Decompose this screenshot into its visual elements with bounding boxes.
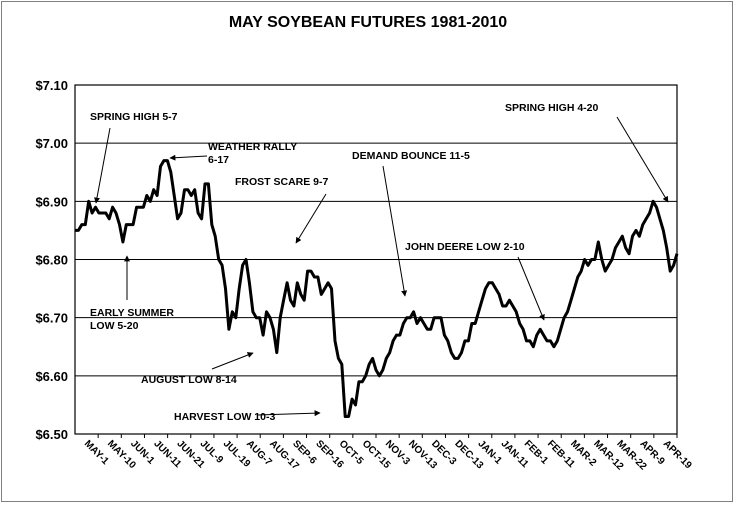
series-line xyxy=(75,159,679,418)
annotation-arrow xyxy=(256,410,321,417)
annotation-line: JOHN DEERE LOW 2-10 xyxy=(405,241,525,253)
x-axis-ticks: MAY-1MAY-10JUN-1JUN-11JUN-21JUL-9JUL-19A… xyxy=(82,434,694,473)
annotation-weather-rally: WEATHER RALLY 6-17 xyxy=(208,141,297,166)
chart-title: MAY SOYBEAN FUTURES 1981-2010 xyxy=(229,14,507,31)
annotation-early-summer-low: EARLY SUMMER LOW 5-20 xyxy=(90,307,174,332)
annotation-arrow xyxy=(295,193,327,244)
annotation-arrow xyxy=(382,165,408,297)
y-tick-label: $6.70 xyxy=(35,311,68,326)
annotation-line: FROST SCARE 9-7 xyxy=(235,176,329,188)
y-tick-label: $7.10 xyxy=(35,78,68,93)
annotation-line: AUGUST LOW 8-14 xyxy=(141,374,237,386)
annotation-arrow xyxy=(211,352,254,370)
annotation-line: SPRING HIGH 5-7 xyxy=(90,111,178,123)
annotations: SPRING HIGH 5-7 WEATHER RALLY 6-17 FROST SC… xyxy=(90,102,599,423)
annotation-line: DEMAND BOUNCE 11-5 xyxy=(352,150,470,162)
annotation-line: 6-17 xyxy=(208,154,229,166)
annotation-arrow xyxy=(94,127,111,204)
annotation-line: HARVEST LOW 10-3 xyxy=(174,411,275,423)
y-axis-ticks: $6.50 $6.60 $6.70 $6.80 $6.90 $7.00 $7.10 xyxy=(35,78,68,442)
annotation-arrow xyxy=(616,116,669,203)
annotation-harvest-low: HARVEST LOW 10-3 xyxy=(174,411,275,423)
annotation-demand-bounce: DEMAND BOUNCE 11-5 xyxy=(352,150,470,162)
annotation-john-deere-low: JOHN DEERE LOW 2-10 xyxy=(405,241,525,253)
annotation-august-low: AUGUST LOW 8-14 xyxy=(141,374,237,386)
y-tick-label: $6.90 xyxy=(35,194,68,209)
annotation-line: SPRING HIGH 4-20 xyxy=(505,102,599,114)
y-tick-label: $6.50 xyxy=(35,427,68,442)
annotation-line: EARLY SUMMER xyxy=(90,307,174,319)
y-tick-label: $6.80 xyxy=(35,253,68,268)
annotation-spring-high-5-7: SPRING HIGH 5-7 xyxy=(90,111,178,123)
series xyxy=(75,159,679,418)
annotation-line: LOW 5-20 xyxy=(90,320,139,332)
y-tick-label: $6.60 xyxy=(35,369,68,384)
annotation-spring-high-4-20: SPRING HIGH 4-20 xyxy=(505,102,599,114)
annotation-line: WEATHER RALLY xyxy=(208,141,297,153)
annotation-arrow xyxy=(517,256,545,321)
y-tick-label: $7.00 xyxy=(35,136,68,151)
annotation-frost-scare: FROST SCARE 9-7 xyxy=(235,176,329,188)
annotation-arrow xyxy=(169,154,208,161)
x-tick-label: MAY-1 xyxy=(82,438,111,467)
annotation-arrows xyxy=(94,116,669,417)
x-tick-label: APR-19 xyxy=(661,438,694,471)
